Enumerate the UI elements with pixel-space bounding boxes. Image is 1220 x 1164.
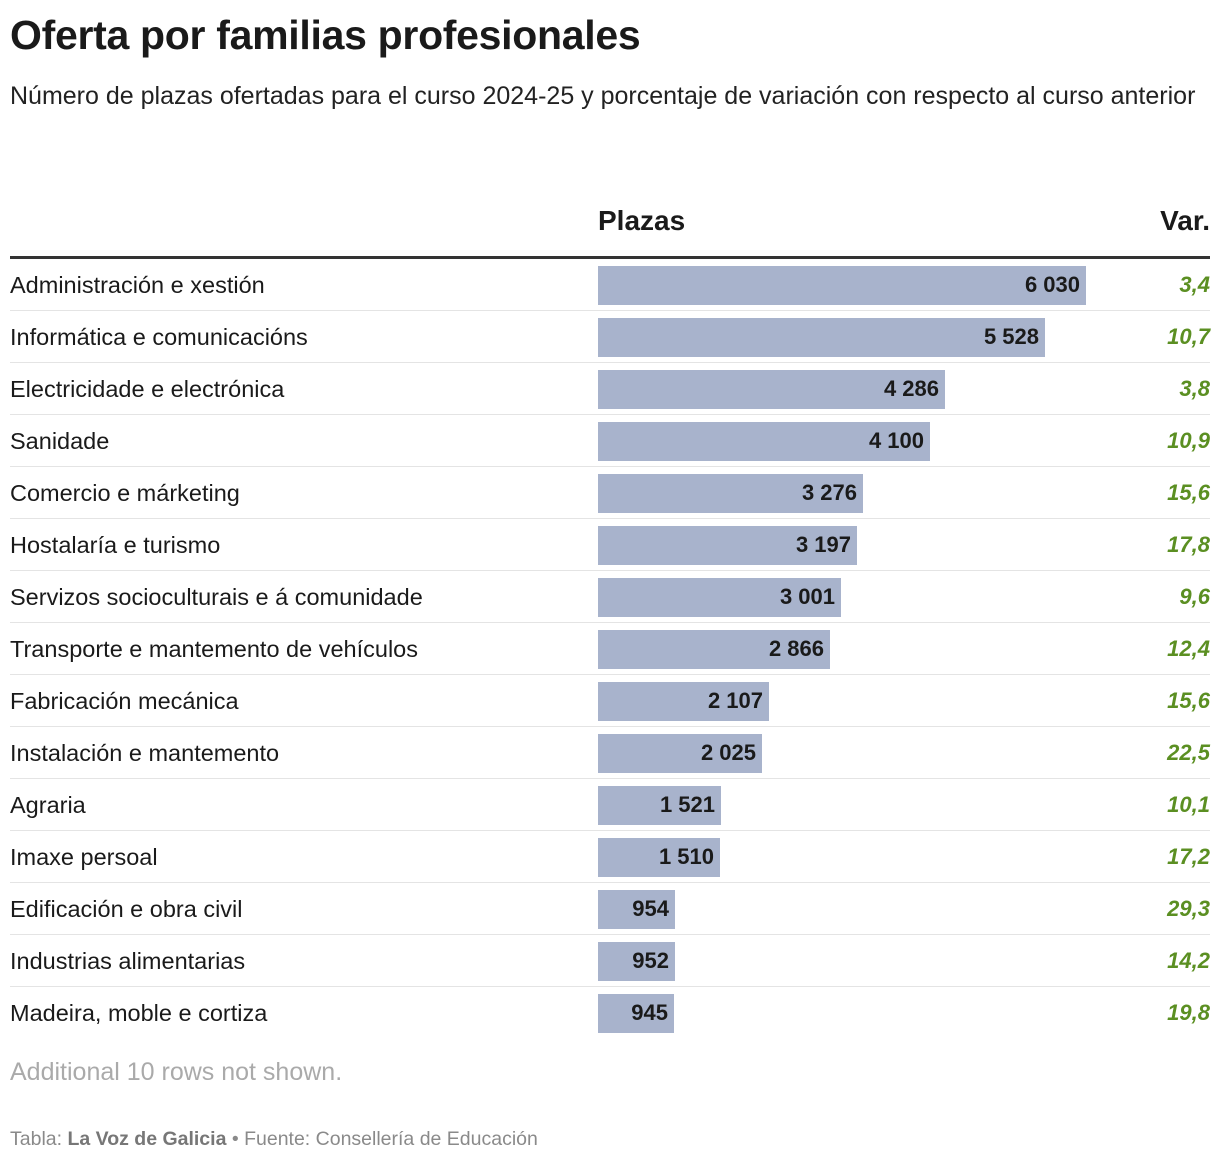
table-row: Edificación e obra civil 954 29,3 <box>10 883 1210 935</box>
plazas-bar <box>598 474 863 513</box>
footer-credits: Tabla: La Voz de Galicia • Fuente: Conse… <box>10 1128 538 1151</box>
table-row: Industrias alimentarias 952 14,2 <box>10 935 1210 987</box>
plazas-value: 3 197 <box>795 532 851 557</box>
row-label: Electricidade e electrónica <box>10 376 285 402</box>
variation-value: 3,4 <box>1179 272 1210 297</box>
footer-source: Fuente: Consellería de Educación <box>244 1128 538 1150</box>
table-row: Sanidade 4 100 10,9 <box>10 415 1210 467</box>
chart-subtitle: Número de plazas ofertadas para el curso… <box>10 82 1196 110</box>
row-label: Edificación e obra civil <box>10 896 243 922</box>
plazas-value: 952 <box>632 948 669 973</box>
plazas-bar <box>598 838 720 877</box>
variation-value: 12,4 <box>1167 636 1210 661</box>
table-row: Transporte e mantemento de vehículos 2 86… <box>10 623 1210 675</box>
plazas-value: 945 <box>631 1000 668 1025</box>
plazas-bar <box>598 734 762 773</box>
table-row: Servizos socioculturais e á comunidade 3 … <box>10 571 1210 623</box>
variation-value: 19,8 <box>1167 1000 1210 1025</box>
chart-title: Oferta por familias profesionales <box>10 12 641 58</box>
table-row: Imaxe persoal 1 510 17,2 <box>10 831 1210 883</box>
plazas-bar <box>598 630 830 669</box>
plazas-bar <box>598 682 769 721</box>
table-row: Instalación e mantemento 2 025 22,5 <box>10 727 1210 779</box>
plazas-bar <box>598 890 675 929</box>
variation-value: 10,7 <box>1167 324 1210 349</box>
plazas-bar <box>598 318 1045 357</box>
footer-publisher[interactable]: La Voz de Galicia <box>67 1128 227 1150</box>
row-label: Fabricación mecánica <box>10 688 239 714</box>
plazas-value: 954 <box>632 896 669 921</box>
row-label: Servizos socioculturais e á comunidade <box>10 584 423 610</box>
plazas-value: 3 001 <box>779 584 835 609</box>
plazas-bar <box>598 578 841 617</box>
row-label: Hostalaría e turismo <box>10 532 221 558</box>
table-row: Fabricación mecánica 2 107 15,6 <box>10 675 1210 727</box>
variation-value: 22,5 <box>1167 740 1210 765</box>
variation-value: 3,8 <box>1179 376 1210 401</box>
plazas-value: 2 866 <box>768 636 824 661</box>
row-label: Administración e xestión <box>10 272 265 298</box>
variation-value: 10,9 <box>1167 428 1210 453</box>
variation-value: 17,2 <box>1167 844 1210 869</box>
row-label: Transporte e mantemento de vehículos <box>10 636 418 662</box>
table-row: Madeira, moble e cortiza 945 19,8 <box>10 987 1210 1039</box>
variation-value: 15,6 <box>1167 480 1210 505</box>
additional-rows-note: Additional 10 rows not shown. <box>10 1058 343 1086</box>
plazas-bar <box>598 786 721 825</box>
footer-separator: • <box>231 1128 239 1150</box>
row-label: Instalación e mantemento <box>10 740 280 766</box>
plazas-value: 4 286 <box>883 376 939 401</box>
plazas-value: 6 030 <box>1024 272 1080 297</box>
table-row: Comercio e márketing 3 276 15,6 <box>10 467 1210 519</box>
plazas-value: 4 100 <box>868 428 924 453</box>
table-row: Informática e comunicacións 5 528 10,7 <box>10 311 1210 363</box>
plazas-value: 2 107 <box>707 688 763 713</box>
table-row: Agraria 1 521 10,1 <box>10 779 1210 831</box>
plazas-bar <box>598 942 675 981</box>
table-row: Electricidade e electrónica 4 286 3,8 <box>10 363 1210 415</box>
row-label: Informática e comunicacións <box>10 324 308 350</box>
row-label: Comercio e márketing <box>10 480 240 506</box>
plazas-value: 5 528 <box>983 324 1039 349</box>
variation-value: 10,1 <box>1167 792 1210 817</box>
row-label: Industrias alimentarias <box>10 948 246 974</box>
variation-value: 14,2 <box>1167 948 1210 973</box>
column-header-var: Var. <box>1160 205 1210 236</box>
table-row: Hostalaría e turismo 3 197 17,8 <box>10 519 1210 571</box>
plazas-value: 1 521 <box>659 792 715 817</box>
table-row: Administración e xestión 6 030 3,4 <box>10 259 1210 311</box>
variation-value: 29,3 <box>1167 896 1210 921</box>
plazas-value: 1 510 <box>658 844 714 869</box>
plazas-value: 3 276 <box>801 480 857 505</box>
column-header-plazas: Plazas <box>598 205 686 236</box>
plazas-bar <box>598 526 857 565</box>
table-body: Administración e xestión 6 030 3,4 Informát… <box>10 259 1210 1039</box>
variation-value: 9,6 <box>1179 584 1210 609</box>
footer-prefix: Tabla: <box>10 1128 63 1150</box>
row-label: Imaxe persoal <box>10 844 158 870</box>
row-label: Madeira, moble e cortiza <box>10 1000 268 1026</box>
plazas-bar <box>598 370 945 409</box>
plazas-bar <box>598 994 674 1033</box>
variation-value: 17,8 <box>1167 532 1210 557</box>
plazas-value: 2 025 <box>700 740 756 765</box>
variation-value: 15,6 <box>1167 688 1210 713</box>
plazas-bar <box>598 266 1086 305</box>
row-label: Sanidade <box>10 428 110 454</box>
header-rule <box>10 256 1210 259</box>
plazas-bar <box>598 422 930 461</box>
row-label: Agraria <box>10 792 86 818</box>
